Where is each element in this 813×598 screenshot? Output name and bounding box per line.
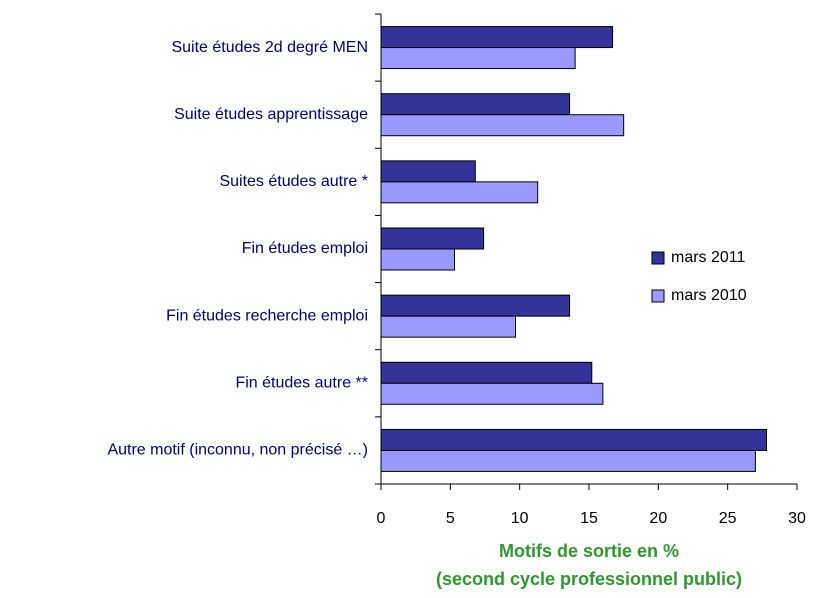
bar <box>380 227 485 250</box>
y-tick-label: Autre motif (inconnu, non précisé …) <box>107 442 368 459</box>
x-axis-title: Motifs de sortie en % <box>499 541 679 561</box>
x-tick-label: 30 <box>788 510 806 527</box>
x-tick-label: 25 <box>719 510 737 527</box>
legend-label: mars 2010 <box>671 287 747 304</box>
bar <box>380 294 571 317</box>
x-tick-label: 15 <box>580 510 598 527</box>
bar <box>380 361 593 384</box>
bar <box>380 428 767 451</box>
legend-swatch <box>651 251 665 265</box>
bar <box>380 248 455 271</box>
y-tick-label: Suites études autre * <box>219 173 368 190</box>
bar <box>380 160 476 183</box>
y-tick-label: Fin études recherche emploi <box>166 307 368 324</box>
y-tick-label: Suite études apprentissage <box>174 106 368 123</box>
bar <box>380 315 517 338</box>
legend-swatch <box>651 289 665 303</box>
bar <box>380 382 604 405</box>
x-tick-label: 5 <box>446 510 455 527</box>
x-axis-title: (second cycle professionnel public) <box>436 569 742 589</box>
x-tick-label: 20 <box>649 510 667 527</box>
bar <box>380 47 576 70</box>
bar <box>380 26 614 49</box>
legend-label: mars 2011 <box>671 249 746 266</box>
bar <box>380 449 756 472</box>
y-tick-label: Suite études 2d degré MEN <box>171 39 368 56</box>
x-tick-label: 10 <box>511 510 529 527</box>
bar <box>380 114 625 137</box>
y-tick-label: Fin études emploi <box>242 240 368 257</box>
bar <box>380 181 539 204</box>
x-tick-label: 0 <box>377 510 386 527</box>
y-tick-label: Fin études autre ** <box>235 375 368 392</box>
bar <box>380 93 571 116</box>
